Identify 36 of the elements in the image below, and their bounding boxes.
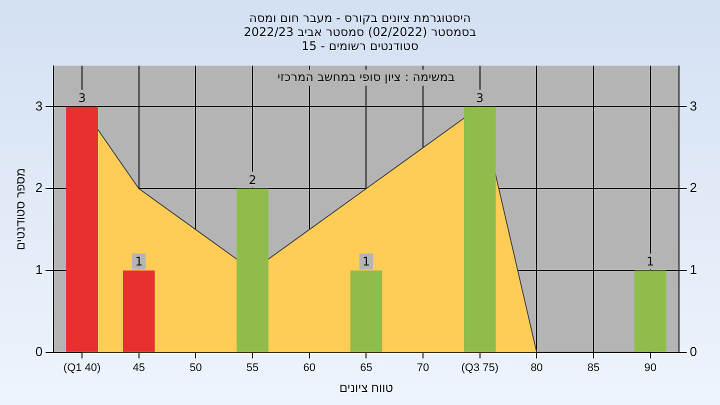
annotation: במשימה : ציון סופי במחשב המרכזי — [278, 70, 455, 84]
bar — [236, 188, 268, 352]
y2-tick-label: 0 — [690, 344, 698, 359]
y-tick-label: 3 — [35, 98, 43, 114]
y2-tick-label: 2 — [690, 180, 698, 196]
data-label: 1 — [135, 254, 143, 269]
x-tick-label: 85 — [587, 362, 600, 374]
x-tick-label: 55 — [246, 362, 259, 374]
x-tick-label: (Q1 40) — [63, 362, 101, 374]
bar — [464, 106, 496, 352]
data-label: 2 — [248, 172, 256, 187]
y-tick-label: 1 — [35, 262, 43, 278]
bar — [66, 106, 98, 352]
data-label: 3 — [78, 90, 86, 105]
x-tick-label: 70 — [416, 362, 430, 374]
x-tick-label: 60 — [303, 362, 316, 374]
bar — [634, 270, 666, 352]
x-tick-label: 50 — [190, 362, 202, 374]
bar — [122, 270, 155, 352]
x-tick-label: 45 — [132, 362, 145, 374]
y-tick-label: 0 — [35, 344, 43, 359]
y-axis-title: מספר סטודנטים — [14, 168, 28, 250]
x-tick-label: 90 — [644, 362, 656, 374]
x-tick-label: 80 — [530, 362, 543, 374]
bar — [350, 270, 382, 352]
chart-title: היסטוגרמת ציונים בקורס - מעבר חום ומסה — [248, 11, 472, 25]
data-label: 1 — [362, 254, 370, 269]
y-tick-label: 2 — [35, 180, 43, 196]
chart-subtitle: בסמסטר (02/2022) סמסטר אביב 2022/23 סטודנטים רשומים - 15 — [242, 25, 478, 53]
y2-tick-label: 3 — [690, 98, 698, 114]
y2-tick-label: 1 — [690, 262, 698, 278]
x-tick-label: 65 — [360, 362, 372, 374]
data-label: 1 — [646, 254, 654, 269]
x-tick-label: (Q3 75) — [461, 362, 499, 374]
data-label: 3 — [476, 90, 484, 105]
x-axis-title: טווח ציונים — [339, 381, 394, 396]
